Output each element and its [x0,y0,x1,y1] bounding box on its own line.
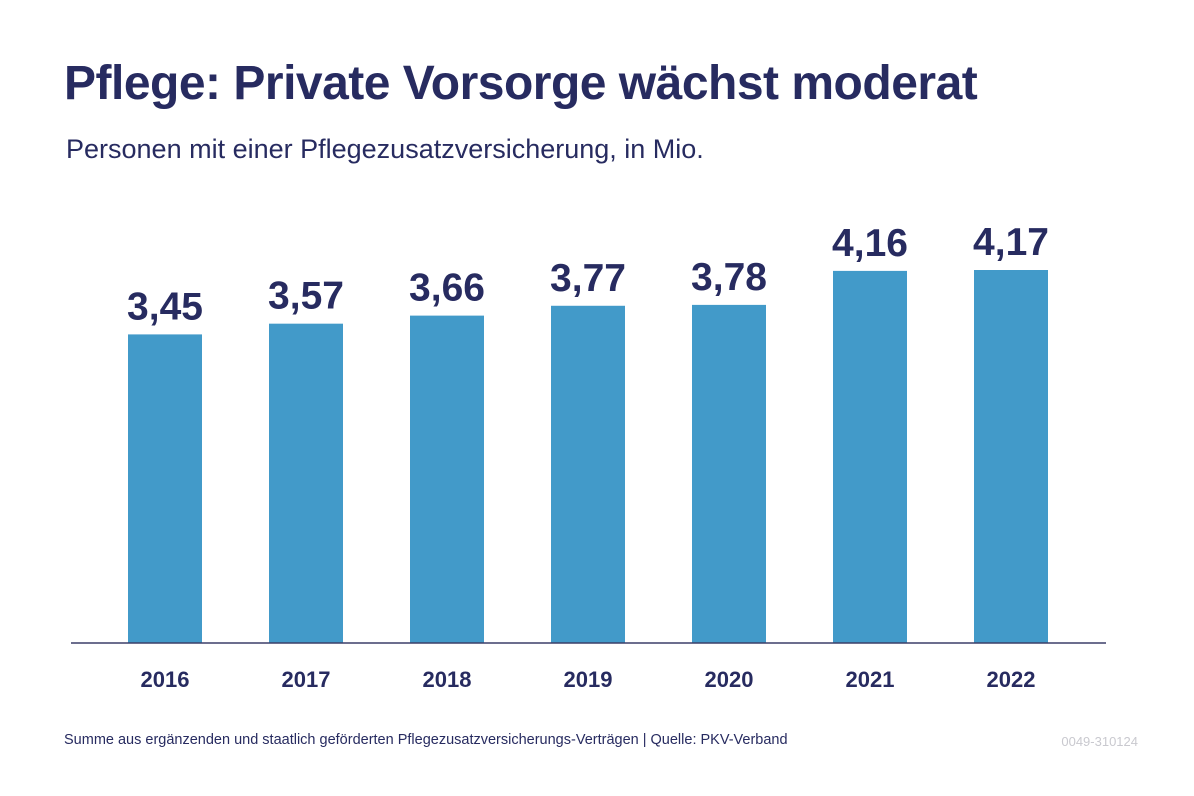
tick-label-2021: 2021 [846,667,895,692]
footnote: Summe aus ergänzenden und staatlich gefö… [64,732,788,748]
data-label-2021: 4,16 [832,222,908,265]
bar-2022 [974,270,1048,643]
bar-2018 [410,315,484,643]
bar-2016 [128,334,202,643]
bar-2021 [833,270,907,643]
chart-title: Pflege: Private Vorsorge wächst moderat [64,57,978,110]
tick-label-2019: 2019 [564,667,613,692]
tick-label-2020: 2020 [705,667,754,692]
tick-label-2016: 2016 [141,667,190,692]
graphic-id: 0049-310124 [1061,734,1138,749]
data-label-2017: 3,57 [268,275,344,318]
tick-label-2018: 2018 [423,667,472,692]
data-label-2019: 3,77 [550,257,626,300]
data-label-2022: 4,17 [973,221,1049,264]
bar-2020 [692,304,766,643]
data-label-2018: 3,66 [409,267,485,310]
bar-2017 [269,323,343,643]
tick-label-2017: 2017 [282,667,331,692]
bar-2019 [551,305,625,643]
tick-label-2022: 2022 [987,667,1036,692]
chart-subtitle: Personen mit einer Pflegezusatzversicher… [66,134,704,164]
data-label-2020: 3,78 [691,256,767,299]
data-label-2016: 3,45 [127,285,203,328]
